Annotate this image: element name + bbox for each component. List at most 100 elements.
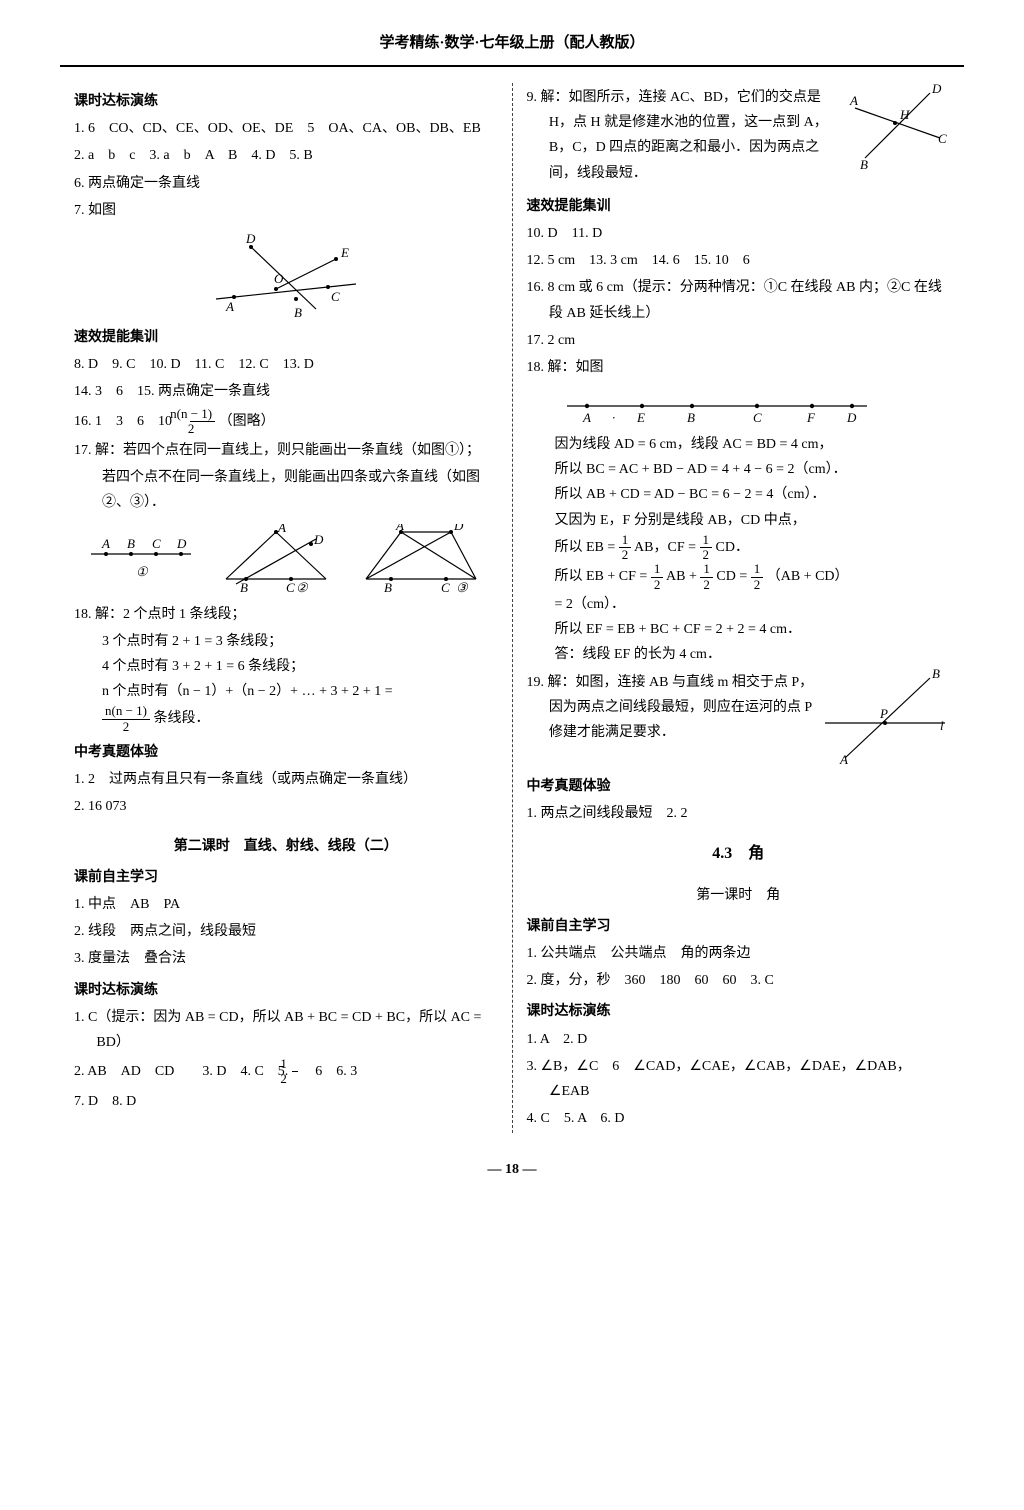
fraction: 12: [292, 1057, 298, 1087]
answer-item: 19. 解：如图，连接 AB 与直线 m 相交于点 P，因为两点之间线段最短，则…: [527, 670, 815, 766]
svg-text:E: E: [636, 410, 645, 425]
section-heading: 课时达标演练: [74, 89, 498, 114]
svg-text:C: C: [331, 289, 340, 304]
text: 条线段．: [154, 711, 210, 726]
fraction: n(n − 1)2: [190, 407, 216, 437]
svg-text:O: O: [274, 271, 284, 286]
section-heading: 速效提能集训: [527, 194, 951, 219]
svg-text:A: A: [582, 410, 591, 425]
section-heading: 课时达标演练: [74, 978, 498, 1003]
svg-text:①: ①: [136, 564, 149, 579]
text: AB +: [666, 569, 700, 584]
section-heading: 课时达标演练: [527, 999, 951, 1024]
text: CD =: [716, 569, 750, 584]
section-heading: 中考真题体验: [527, 774, 951, 799]
answer-item: 1. 6 CO、CD、CE、OD、OE、DE 5 OA、CA、OB、DB、EB: [74, 116, 498, 141]
answer-item: 18. 解：2 个点时 1 条线段；: [74, 602, 498, 627]
answer-item: 17. 2 cm: [527, 328, 951, 353]
answer-item: 9. 解：如图所示，连接 AC、BD，它们的交点是 H，点 H 就是修建水池的位…: [527, 85, 835, 186]
svg-text:·: ·: [612, 410, 615, 425]
svg-text:B: B: [127, 536, 135, 551]
svg-text:D: D: [176, 536, 187, 551]
answer-item: 2. a b c 3. a b A B 4. D 5. B: [74, 143, 498, 168]
svg-text:l: l: [940, 718, 944, 733]
answer-sub: n 个点时有（n − 1）+（n − 2）+ … + 3 + 2 + 1 =: [74, 679, 498, 704]
svg-text:B: B: [384, 580, 392, 594]
answer-item: 7. 如图: [74, 198, 498, 223]
fraction: 12: [751, 562, 764, 592]
answer-item: 2. 16 073: [74, 794, 498, 819]
fraction: 12: [619, 533, 632, 563]
answer-item: 1. 2 过两点有且只有一条直线（或两点确定一条直线）: [74, 767, 498, 792]
diagram-row: A B C D ① A D B C ②: [74, 524, 498, 594]
answer-sub: 若四个点不在同一条直线上，则能画出四条或六条直线（如图②、③）．: [74, 465, 498, 515]
svg-text:P: P: [879, 706, 888, 721]
fraction: n(n − 1)2: [102, 704, 150, 734]
answer-item: 17. 解：若四个点在同一直线上，则只能画出一条直线（如图①）；: [74, 438, 498, 463]
svg-text:A: A: [839, 752, 848, 767]
two-column-layout: 课时达标演练 1. 6 CO、CD、CE、OD、OE、DE 5 OA、CA、OB…: [60, 83, 964, 1133]
answer-item: 3. 度量法 叠合法: [74, 946, 498, 971]
svg-text:B: B: [860, 157, 868, 172]
chapter-title: 4.3 角: [527, 840, 951, 869]
svg-text:A: A: [101, 536, 110, 551]
svg-text:D: D: [846, 410, 857, 425]
svg-text:H: H: [899, 107, 910, 122]
fraction: 12: [700, 562, 713, 592]
diagram-q7: DE OA CB: [196, 229, 376, 319]
svg-text:D: D: [453, 524, 464, 533]
section-heading: 速效提能集训: [74, 325, 498, 350]
svg-text:③: ③: [456, 580, 469, 594]
answer-sub: 因为线段 AD = 6 cm，线段 AC = BD = 4 cm，: [527, 432, 951, 457]
answer-sub: n(n − 1)2 条线段．: [74, 704, 498, 734]
answer-sub: 4 个点时有 3 + 2 + 1 = 6 条线段；: [74, 654, 498, 679]
answer-item: 1. 两点之间线段最短 2. 2: [527, 801, 951, 826]
lesson-title: 第二课时 直线、射线、线段（二）: [74, 834, 498, 859]
lesson-title: 第一课时 角: [527, 883, 951, 908]
answer-item: 4. C 5. A 6. D: [527, 1106, 951, 1131]
svg-text:②: ②: [296, 580, 309, 594]
answer-sub: 又因为 E，F 分别是线段 AB，CD 中点，: [527, 508, 951, 533]
fraction: 12: [651, 562, 664, 592]
text: CD．: [716, 540, 749, 555]
answer-item: 6. 两点确定一条直线: [74, 171, 498, 196]
answer-sub: 所以 EB = 12 AB，CF = 12 CD．: [527, 533, 951, 563]
answer-item: 1. C（提示：因为 AB = CD，所以 AB + BC = CD + BC，…: [74, 1005, 498, 1055]
diagram-q19: BA Pl: [820, 668, 950, 768]
answer-sub: 所以 EB + CF = 12 AB + 12 CD = 12 （AB + CD…: [527, 562, 951, 592]
section-heading: 课前自主学习: [74, 865, 498, 890]
text: （图略）: [219, 414, 275, 429]
answer-item: 3. ∠B，∠C 6 ∠CAD，∠CAE，∠CAB，∠DAE，∠DAB，∠EAB: [527, 1054, 951, 1104]
svg-text:D: D: [313, 532, 324, 547]
diagram-17-1: ABCD ①: [86, 524, 196, 584]
svg-text:B: B: [687, 410, 695, 425]
svg-text:A: A: [225, 299, 234, 314]
diagram-17-2: ADBC ②: [216, 524, 336, 594]
text: 6 6. 3: [301, 1064, 357, 1079]
page-header: 学考精练·数学·七年级上册（配人教版）: [60, 30, 964, 67]
answer-item: 16. 8 cm 或 6 cm（提示：分两种情况：①C 在线段 AB 内；②C …: [527, 275, 951, 325]
text: 2. AB AD CD 3. D 4. C 5.: [74, 1064, 292, 1079]
answer-item: 12. 5 cm 13. 3 cm 14. 6 15. 10 6: [527, 248, 951, 273]
answer-item: 18. 解：如图: [527, 355, 951, 380]
text: AB，CF =: [634, 540, 699, 555]
section-heading: 中考真题体验: [74, 740, 498, 765]
diagram-q9: AD CB H: [840, 83, 950, 173]
page-number: — 18 —: [60, 1157, 964, 1182]
svg-text:F: F: [806, 410, 816, 425]
answer-item: 2. 度，分，秒 360 180 60 60 3. C: [527, 968, 951, 993]
svg-text:A: A: [277, 524, 286, 535]
section-heading: 课前自主学习: [527, 914, 951, 939]
svg-text:A: A: [849, 93, 858, 108]
svg-text:E: E: [340, 245, 349, 260]
answer-sub: 所以 BC = AC + BD − AD = 4 + 4 − 6 = 2（cm）…: [527, 457, 951, 482]
left-column: 课时达标演练 1. 6 CO、CD、CE、OD、OE、DE 5 OA、CA、OB…: [60, 83, 513, 1133]
answer-sub: = 2（cm）．: [527, 592, 951, 617]
svg-text:C: C: [441, 580, 450, 594]
text: 所以 EB =: [555, 540, 619, 555]
answer-sub: 所以 EF = EB + BC + CF = 2 + 2 = 4 cm．: [527, 617, 951, 642]
answer-item: 7. D 8. D: [74, 1089, 498, 1114]
answer-item: 2. 线段 两点之间，线段最短: [74, 919, 498, 944]
svg-text:B: B: [294, 305, 302, 319]
svg-text:C: C: [286, 580, 295, 594]
